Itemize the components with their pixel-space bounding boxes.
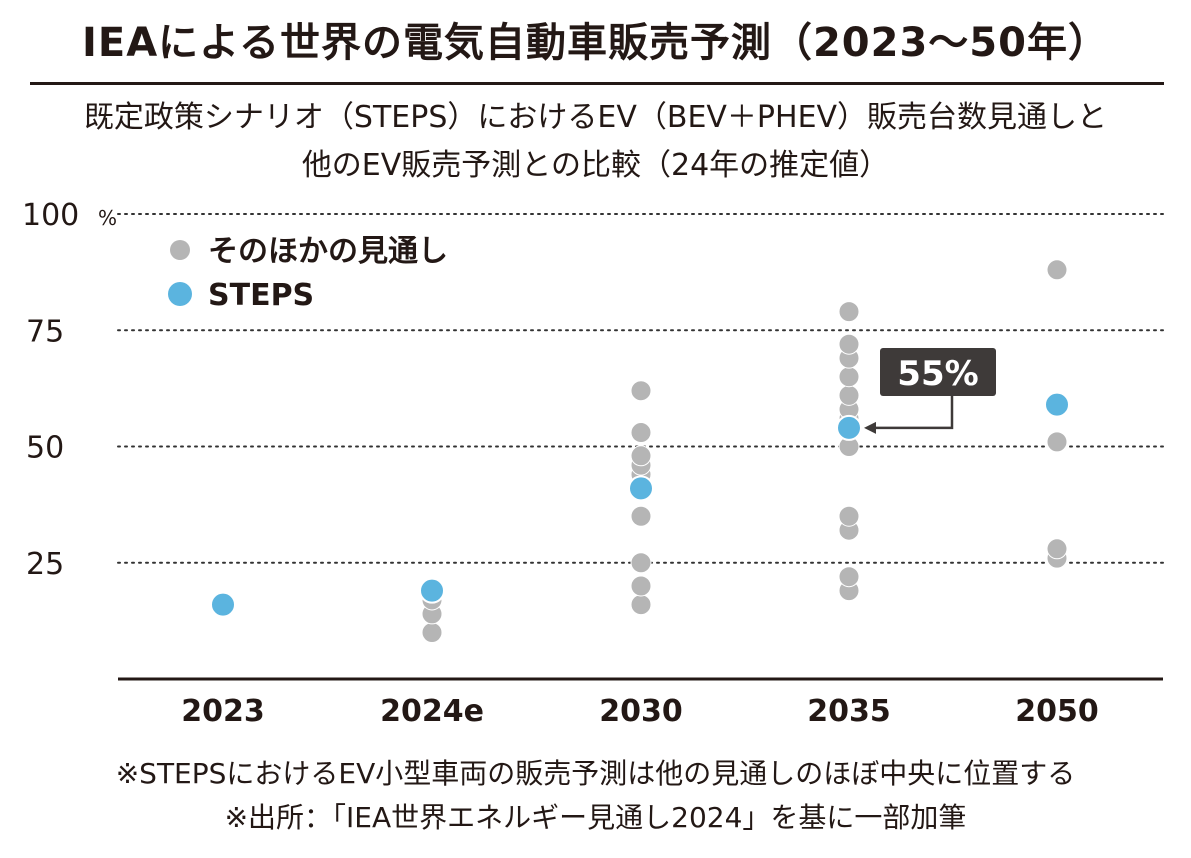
other-forecast-point — [838, 384, 860, 406]
chart-subtitle-line2: 他のEV販売予測との比較（24年の推定値） — [301, 148, 890, 183]
y-tick-label: 100 — [22, 198, 79, 233]
other-forecast-point — [630, 552, 652, 574]
other-forecast-point — [838, 566, 860, 588]
other-forecast-point — [838, 505, 860, 527]
steps-point — [628, 475, 654, 502]
chart-title: IEAによる世界の電気自動車販売予測（2023〜50年） — [82, 20, 1109, 66]
other-forecast-point — [1046, 259, 1068, 281]
annotation-leader-line — [871, 396, 954, 430]
steps-point — [836, 414, 862, 441]
other-forecast-point — [630, 575, 652, 597]
other-forecast-point — [838, 333, 860, 355]
steps-point — [1044, 391, 1070, 418]
annotation-arrowhead — [864, 421, 876, 434]
other-forecast-point — [630, 445, 652, 467]
y-unit-label: % — [98, 206, 117, 230]
other-forecast-point — [630, 380, 652, 402]
x-tick-label: 2050 — [1015, 694, 1099, 729]
x-tick-label: 2030 — [599, 694, 683, 729]
chart-subtitle-line1: 既定政策シナリオ（STEPS）におけるEV（BEV＋PHEV）販売台数見通しと — [83, 100, 1108, 135]
other-forecast-point — [630, 594, 652, 616]
y-tick-label: 25 — [26, 547, 64, 582]
y-tick-label: 50 — [26, 431, 64, 466]
other-forecast-point — [421, 622, 443, 643]
annotation-label: 55% — [897, 354, 978, 394]
other-forecast-point — [630, 422, 652, 444]
other-forecast-point — [838, 366, 860, 388]
annotation-callout-box — [880, 348, 996, 396]
other-forecast-point — [838, 301, 860, 323]
x-tick-label: 2023 — [181, 694, 265, 729]
legend-label-steps: STEPS — [208, 278, 314, 313]
legend-marker-other — [170, 240, 190, 260]
title-underline — [30, 82, 1164, 85]
steps-point — [419, 577, 445, 604]
legend-label-other: そのほかの見通し — [208, 234, 448, 269]
other-forecast-point — [1046, 538, 1068, 560]
footnote-steps: ※STEPSにおけるEV小型車両の販売予測は他の見通しのほぼ中央に位置する — [115, 757, 1076, 790]
footnote-source: ※出所：「IEA世界エネルギー見通し2024」を基に一部加筆 — [224, 801, 967, 834]
other-forecast-point — [1046, 431, 1068, 453]
y-tick-label: 75 — [26, 314, 64, 349]
x-tick-label: 2035 — [807, 694, 891, 729]
x-tick-label: 2024e — [380, 694, 484, 729]
legend-marker-steps — [168, 282, 192, 306]
steps-point — [210, 591, 236, 618]
other-forecast-point — [630, 505, 652, 527]
scatter-chart: 25 50 75 100 % 2023 2024e 2030 2035 2050 55% そのほかの見… — [22, 198, 1164, 729]
